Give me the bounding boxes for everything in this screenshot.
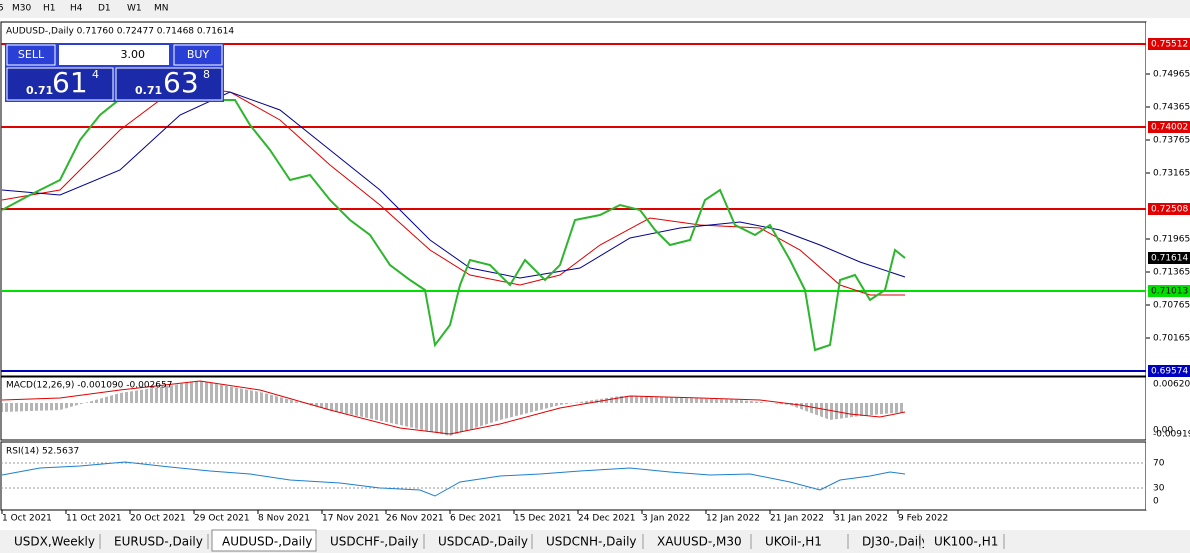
tab-label: USDCHF-,Daily [330, 535, 418, 549]
level-tag [1148, 252, 1190, 264]
timeframe-button[interactable]: M30 [12, 4, 31, 14]
macd-axis-label: 0.006201 [1153, 380, 1190, 390]
level-label: 0.72508 [1151, 205, 1188, 215]
tab[interactable] [924, 532, 1004, 550]
buy-price[interactable] [115, 67, 223, 101]
rsi-line [1, 461, 906, 497]
timeframe-button[interactable]: 5 [0, 4, 4, 14]
timeframe-button[interactable]: H4 [70, 4, 83, 14]
price-label: 0.71365 [1153, 268, 1190, 278]
date-label: 6 Dec 2021 [450, 514, 502, 524]
buy-button[interactable] [173, 44, 223, 66]
macd-histogram [2, 381, 905, 436]
price-label: 0.73765 [1153, 136, 1190, 146]
price-label: 0.74365 [1153, 103, 1190, 113]
date-label: 11 Oct 2021 [66, 514, 122, 524]
date-label: 31 Jan 2022 [834, 514, 888, 524]
date-label: 29 Oct 2021 [194, 514, 250, 524]
date-label: 3 Jan 2022 [642, 514, 690, 524]
level-tag [1148, 365, 1190, 377]
level-tag [1148, 121, 1190, 133]
tab-label: DJ30-,Daily [862, 535, 929, 549]
tab-label: USDX,Weekly [14, 535, 95, 549]
sell-sup: 4 [92, 68, 99, 81]
tab-label: AUDUSD-,Daily [222, 535, 312, 549]
price-label: 0.73165 [1153, 169, 1190, 179]
date-label: 26 Nov 2021 [386, 514, 444, 524]
tab[interactable] [852, 532, 920, 550]
level-label: 0.71013 [1151, 287, 1188, 297]
sell-label: SELL [18, 48, 45, 61]
date-label: 24 Dec 2021 [578, 514, 636, 524]
timeframe-button[interactable]: H1 [43, 4, 56, 14]
price-label: 0.70765 [1153, 301, 1190, 311]
rsi-label: RSI(14) 52.5637 [6, 447, 79, 457]
tab[interactable] [320, 532, 424, 550]
date-label: 15 Dec 2021 [514, 514, 572, 524]
macd-axis-label: 0.00 [1153, 426, 1173, 436]
tab-label: XAUUSD-,M30 [657, 535, 742, 549]
timeframe-button[interactable]: D1 [98, 4, 111, 14]
buy-prefix: 0.71 [135, 84, 162, 97]
date-label: 1 Oct 2021 [2, 514, 52, 524]
rsi-axis-label: 70 [1153, 459, 1165, 469]
price-axis [1146, 22, 1190, 510]
tab[interactable] [536, 532, 643, 550]
tab-label: USDCNH-,Daily [546, 535, 637, 549]
tab-label: EURUSD-,Daily [114, 535, 203, 549]
tab-label: UKOil-,H1 [765, 535, 822, 549]
buy-label: BUY [187, 48, 210, 61]
tab-label: UK100-,H1 [934, 535, 998, 549]
rsi-pane [0, 441, 1147, 511]
sell-price[interactable] [6, 67, 114, 101]
date-label: 8 Nov 2021 [258, 514, 310, 524]
lot-value: 3.00 [121, 48, 146, 61]
level-label: 0.74002 [1151, 123, 1188, 133]
level-label: 0.75512 [1151, 40, 1188, 50]
level-label: 0.69574 [1151, 367, 1188, 377]
sell-big: 61 [52, 66, 88, 99]
sell-prefix: 0.71 [26, 84, 53, 97]
level-tag [1148, 38, 1190, 50]
chart-header: AUDUSD-,Daily 0.71760 0.72477 0.71468 0.… [6, 27, 234, 37]
lot-input[interactable] [59, 45, 169, 65]
price-label: 0.74965 [1153, 70, 1190, 80]
timeframe-button[interactable]: W1 [127, 4, 142, 14]
date-label: 12 Jan 2022 [706, 514, 760, 524]
buy-sup: 8 [203, 68, 210, 81]
level-label: 0.71614 [1151, 254, 1188, 264]
buy-big: 63 [163, 66, 199, 99]
level-tag [1148, 285, 1190, 297]
level-tag [1148, 203, 1190, 215]
tab[interactable] [104, 532, 208, 550]
ma-blue [1, 91, 906, 279]
tab[interactable] [4, 532, 100, 550]
tab[interactable] [755, 532, 848, 550]
date-label: 20 Oct 2021 [130, 514, 186, 524]
macd-axis-label: -0.009197 [1153, 430, 1190, 440]
macd-label: MACD(12,26,9) -0.001090 -0.002657 [6, 381, 172, 391]
price-label: 0.71965 [1153, 235, 1190, 245]
toolbar [0, 0, 1190, 18]
timeframe-button[interactable]: MN [154, 4, 169, 14]
tab-label: USDCAD-,Daily [438, 535, 528, 549]
tab[interactable] [428, 532, 532, 550]
date-label: 17 Nov 2021 [322, 514, 380, 524]
sell-button[interactable] [6, 44, 56, 66]
macd-signal [1, 380, 906, 435]
rsi-axis-label: 0 [1153, 497, 1159, 507]
rsi-axis-label: 30 [1153, 484, 1165, 494]
price-label: 0.70165 [1153, 334, 1190, 344]
date-label: 21 Jan 2022 [770, 514, 824, 524]
tab[interactable] [647, 532, 751, 550]
date-label: 9 Feb 2022 [898, 514, 948, 524]
